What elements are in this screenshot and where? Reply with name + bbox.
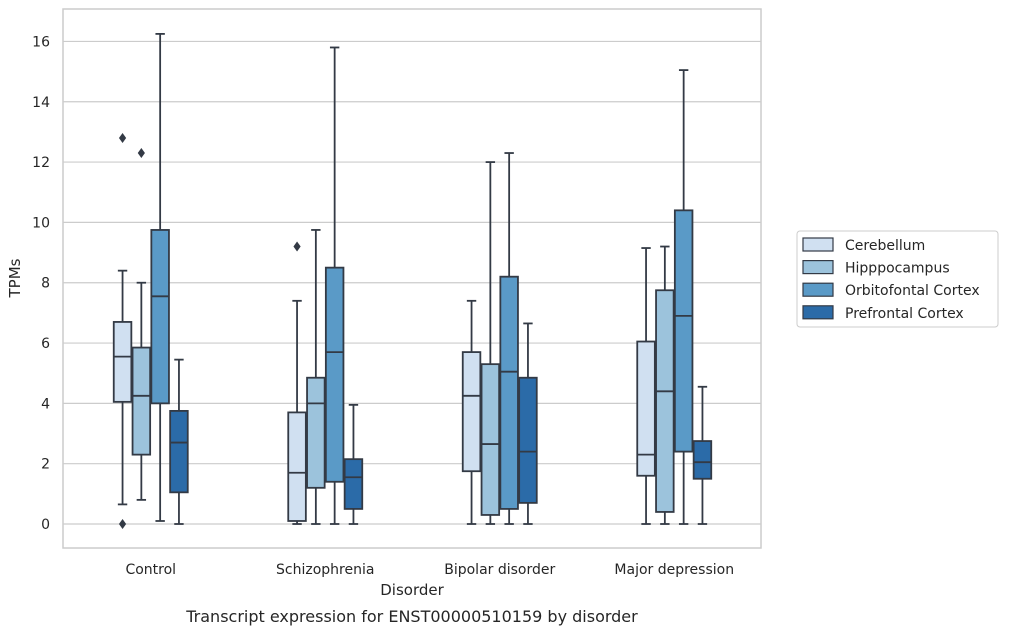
box-orbitofontal-cortex	[324, 46, 345, 525]
y-tick-label: 0	[41, 517, 50, 533]
box-iqr	[150, 229, 170, 405]
box-cerebellum	[112, 132, 133, 529]
legend-swatch	[802, 282, 834, 297]
legend-items: Cerebellum Hipppocampus Orbitofontal Corte…	[802, 237, 980, 322]
y-axis-ticks: 0 2 4 6 8 10 12 14 16	[32, 34, 50, 533]
chart-caption: Transcript expression for ENST0000051015…	[185, 607, 638, 626]
legend-label: Hipppocampus	[845, 261, 950, 277]
box-hipppocampus	[306, 229, 326, 525]
box-iqr	[131, 346, 152, 456]
legend-swatch	[802, 237, 834, 252]
boxes	[112, 33, 713, 529]
y-tick-label: 6	[41, 336, 50, 352]
box-iqr	[112, 321, 133, 403]
box-hipppocampus	[655, 245, 675, 525]
box-prefrontal-cortex	[343, 403, 364, 525]
box-iqr	[692, 440, 713, 480]
legend-frame	[796, 230, 999, 328]
x-tick-label: Control	[125, 562, 176, 578]
box-orbitofontal-cortex	[150, 33, 170, 522]
box-cerebellum	[287, 241, 307, 525]
y-tick-label: 16	[32, 34, 50, 50]
legend-label: Orbitofontal Cortex	[845, 283, 980, 299]
y-axis-label: TPMs	[6, 258, 24, 298]
box-iqr	[518, 376, 538, 504]
legend-label: Prefrontal Cortex	[845, 306, 964, 322]
box-iqr	[499, 275, 519, 510]
box-iqr	[636, 340, 656, 477]
y-tick-label: 14	[32, 95, 50, 111]
box-cerebellum	[461, 299, 482, 525]
box-orbitofontal-cortex	[673, 69, 694, 525]
x-axis-label: Disorder	[380, 581, 444, 599]
box-prefrontal-cortex	[169, 358, 189, 525]
box-hipppocampus	[480, 161, 501, 525]
y-tick-label: 10	[32, 215, 50, 231]
box-hipppocampus	[131, 148, 152, 501]
box-prefrontal-cortex	[518, 322, 538, 525]
y-tick-label: 8	[41, 276, 50, 292]
box-iqr	[461, 351, 482, 473]
box-iqr	[343, 458, 364, 510]
y-tick-label: 12	[32, 155, 50, 171]
outlier-point	[293, 241, 301, 252]
legend-swatch	[802, 260, 834, 275]
plot-frame	[62, 8, 762, 549]
x-tick-label: Bipolar disorder	[444, 562, 555, 578]
legend: Cerebellum Hipppocampus Orbitofontal Corte…	[796, 230, 999, 328]
box-iqr	[324, 266, 345, 483]
box-iqr	[287, 411, 307, 522]
box-prefrontal-cortex	[692, 385, 713, 525]
box-iqr	[655, 289, 675, 513]
x-axis-ticks: Control Schizophrenia Bipolar disorder Majo…	[125, 562, 734, 578]
box-iqr	[169, 409, 189, 494]
box-orbitofontal-cortex	[499, 152, 519, 525]
box-iqr	[306, 376, 326, 489]
box-iqr	[480, 363, 501, 516]
box-iqr	[673, 209, 694, 453]
y-tick-label: 4	[41, 396, 50, 412]
box-cerebellum	[636, 247, 656, 525]
y-tick-label: 2	[41, 457, 50, 473]
outlier-point	[118, 519, 127, 529]
x-tick-label: Major depression	[614, 562, 734, 578]
legend-swatch	[802, 305, 834, 320]
outlier-point	[137, 148, 145, 159]
outlier-point	[118, 132, 127, 143]
legend-label: Cerebellum	[845, 238, 925, 254]
x-tick-label: Schizophrenia	[276, 562, 374, 578]
